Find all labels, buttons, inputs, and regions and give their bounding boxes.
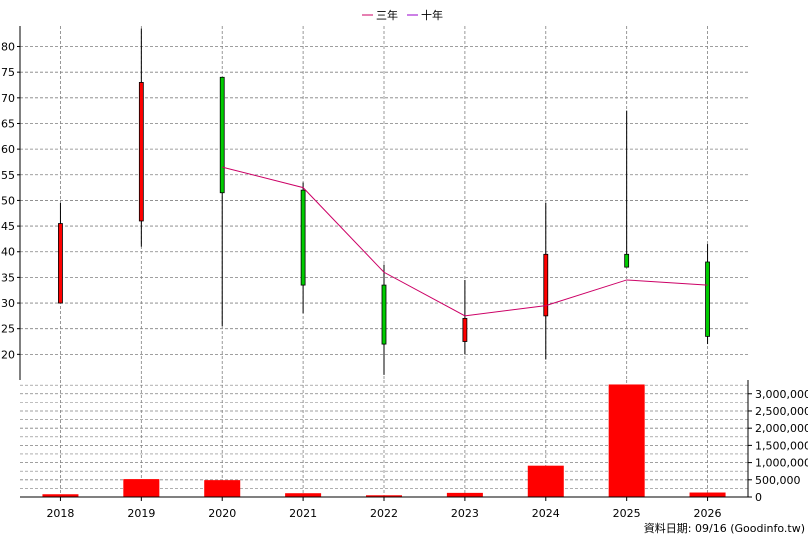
price-tick-label: 70 [1,92,15,105]
candle-body-up [462,318,468,342]
legend-label-10yr: 十年 [421,8,443,22]
x-tick-label: 2026 [694,507,722,520]
volume-bar [42,494,79,497]
three-year-line [222,166,708,317]
x-tick-label: 2024 [532,507,560,520]
volume-axis-ticks: 0 500,000 1,000,000 1,500,000 2,000,000 2,500… [748,388,808,504]
x-tick-label: 2022 [370,507,398,520]
price-tick-label: 45 [1,220,15,233]
x-tick-label: 2023 [451,507,479,520]
x-tick-label: 2021 [289,507,317,520]
price-axis-ticks: 20 25 30 35 40 45 50 55 60 65 70 75 80 [1,41,20,361]
candle-body-down [624,253,630,268]
volume-bar [527,465,564,497]
volume-tick-label: 2,500,000 [755,405,808,418]
volume-bars [42,384,726,497]
candle-body-up [58,223,63,304]
volume-tick-label: 2,000,000 [755,422,808,435]
price-tick-label: 30 [1,297,15,310]
volume-tick-label: 0 [755,491,762,504]
price-tick-label: 75 [1,66,15,79]
candlesticks [58,28,710,375]
price-tick-label: 60 [1,143,15,156]
source-label: 資料日期: 09/16 (Goodinfo.tw) [644,521,805,535]
volume-bar [366,495,402,497]
candle-body-down [705,261,710,337]
volume-tick-label: 1,000,000 [755,457,808,470]
volume-bar [285,493,322,497]
price-tick-label: 35 [1,271,15,284]
x-tick-label: 2020 [208,507,236,520]
price-tick-label: 65 [1,117,15,130]
volume-bar [446,492,483,497]
volume-bar [204,480,241,497]
price-tick-label: 40 [1,246,15,259]
volume-bar [608,384,645,497]
candle-body-down [381,284,387,345]
candle-body-up [543,253,549,317]
price-tick-label: 20 [1,348,15,361]
volume-tick-label: 1,500,000 [755,439,808,452]
x-tick-label: 2025 [613,507,641,520]
candle-body-down [300,189,306,286]
volume-tick-label: 3,000,000 [755,388,808,401]
candle-body-down [219,76,225,194]
price-tick-label: 25 [1,323,15,336]
price-tick-label: 80 [1,41,15,54]
candle-body-up [138,82,144,222]
x-tick-label: 2019 [127,507,155,520]
legend-label-3yr: 三年 [376,8,398,22]
x-tick-label: 2018 [46,507,74,520]
three-year-line-path [222,166,708,317]
volume-bar [689,492,726,497]
legend: 三年 十年 [362,8,443,22]
volume-bar [123,479,160,497]
price-tick-label: 50 [1,194,15,207]
price-tick-label: 55 [1,169,15,182]
volume-tick-label: 500,000 [755,474,801,487]
x-axis-ticks: 2018 2019 2020 2021 2022 2023 2024 2025 2026 [46,497,722,520]
